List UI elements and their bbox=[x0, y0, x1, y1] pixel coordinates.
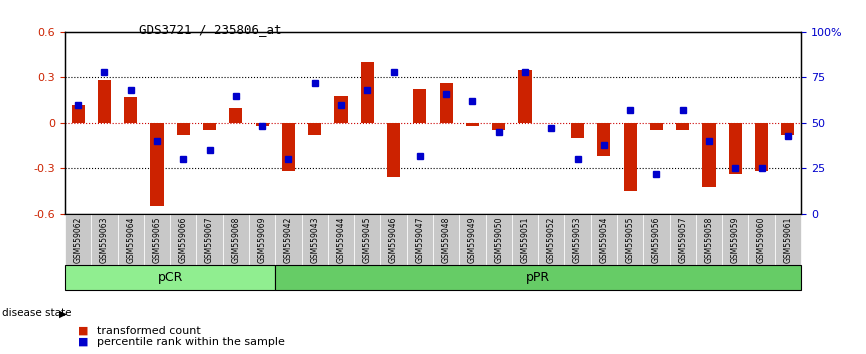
Text: GSM559062: GSM559062 bbox=[74, 216, 82, 263]
Bar bbox=[598, 123, 611, 156]
Text: GSM559063: GSM559063 bbox=[100, 216, 109, 263]
Bar bbox=[124, 97, 137, 123]
Bar bbox=[486, 214, 512, 265]
Bar bbox=[275, 265, 801, 290]
Bar bbox=[380, 214, 407, 265]
Bar bbox=[203, 123, 216, 130]
Bar bbox=[229, 108, 242, 123]
Text: GSM559050: GSM559050 bbox=[494, 216, 503, 263]
Bar bbox=[433, 214, 459, 265]
Bar bbox=[118, 214, 144, 265]
Text: GDS3721 / 235806_at: GDS3721 / 235806_at bbox=[139, 23, 281, 36]
Text: pPR: pPR bbox=[526, 271, 550, 284]
Text: GSM559056: GSM559056 bbox=[652, 216, 661, 263]
Text: pCR: pCR bbox=[158, 271, 183, 284]
Bar bbox=[617, 214, 643, 265]
Text: GSM559058: GSM559058 bbox=[705, 216, 714, 263]
Bar bbox=[255, 123, 268, 126]
Bar bbox=[729, 123, 742, 175]
Bar bbox=[459, 214, 486, 265]
Text: GSM559068: GSM559068 bbox=[231, 216, 241, 263]
Text: percentile rank within the sample: percentile rank within the sample bbox=[97, 337, 285, 347]
Text: GSM559044: GSM559044 bbox=[337, 216, 346, 263]
Text: GSM559055: GSM559055 bbox=[625, 216, 635, 263]
Bar bbox=[151, 123, 164, 206]
Bar bbox=[466, 123, 479, 126]
Text: GSM559069: GSM559069 bbox=[257, 216, 267, 263]
Text: GSM559049: GSM559049 bbox=[468, 216, 477, 263]
Bar bbox=[91, 214, 118, 265]
Bar bbox=[65, 265, 275, 290]
Bar bbox=[519, 70, 532, 123]
Bar bbox=[722, 214, 748, 265]
Text: ■: ■ bbox=[78, 337, 88, 347]
Bar bbox=[249, 214, 275, 265]
Bar bbox=[571, 123, 585, 138]
Text: transformed count: transformed count bbox=[97, 326, 201, 336]
Bar bbox=[177, 123, 190, 135]
Text: GSM559059: GSM559059 bbox=[731, 216, 740, 263]
Bar bbox=[591, 214, 617, 265]
Bar bbox=[65, 214, 91, 265]
Text: GSM559061: GSM559061 bbox=[784, 216, 792, 263]
Bar bbox=[676, 123, 689, 130]
Bar bbox=[643, 214, 669, 265]
Bar bbox=[334, 96, 347, 123]
Text: ▶: ▶ bbox=[59, 308, 67, 318]
Bar bbox=[565, 214, 591, 265]
Text: GSM559053: GSM559053 bbox=[573, 216, 582, 263]
Bar bbox=[197, 214, 223, 265]
Bar bbox=[775, 214, 801, 265]
Bar bbox=[361, 62, 374, 123]
Text: GSM559051: GSM559051 bbox=[520, 216, 529, 263]
Text: GSM559064: GSM559064 bbox=[126, 216, 135, 263]
Text: GSM559047: GSM559047 bbox=[416, 216, 424, 263]
Text: GSM559043: GSM559043 bbox=[310, 216, 320, 263]
Text: GSM559065: GSM559065 bbox=[152, 216, 161, 263]
Text: GSM559054: GSM559054 bbox=[599, 216, 609, 263]
Text: ■: ■ bbox=[78, 326, 88, 336]
Text: disease state: disease state bbox=[2, 308, 71, 318]
Text: GSM559067: GSM559067 bbox=[205, 216, 214, 263]
Bar bbox=[781, 123, 794, 135]
Bar bbox=[170, 214, 197, 265]
Bar bbox=[407, 214, 433, 265]
Bar bbox=[748, 214, 775, 265]
Bar bbox=[354, 214, 380, 265]
Text: GSM559057: GSM559057 bbox=[678, 216, 688, 263]
Bar bbox=[144, 214, 170, 265]
Bar bbox=[440, 84, 453, 123]
Text: GSM559066: GSM559066 bbox=[178, 216, 188, 263]
Bar bbox=[492, 123, 505, 130]
Bar bbox=[387, 123, 400, 177]
Bar bbox=[755, 123, 768, 171]
Bar bbox=[223, 214, 249, 265]
Bar bbox=[538, 214, 565, 265]
Bar bbox=[624, 123, 637, 191]
Bar bbox=[72, 105, 85, 123]
Bar bbox=[702, 123, 715, 187]
Bar bbox=[650, 123, 663, 130]
Bar bbox=[301, 214, 328, 265]
Text: GSM559042: GSM559042 bbox=[284, 216, 293, 263]
Bar bbox=[669, 214, 696, 265]
Bar bbox=[413, 90, 426, 123]
Bar bbox=[696, 214, 722, 265]
Text: GSM559060: GSM559060 bbox=[757, 216, 766, 263]
Text: GSM559048: GSM559048 bbox=[442, 216, 450, 263]
Bar bbox=[308, 123, 321, 135]
Bar bbox=[275, 214, 301, 265]
Text: GSM559046: GSM559046 bbox=[389, 216, 398, 263]
Bar bbox=[512, 214, 538, 265]
Text: GSM559045: GSM559045 bbox=[363, 216, 372, 263]
Text: GSM559052: GSM559052 bbox=[546, 216, 556, 263]
Bar bbox=[98, 80, 111, 123]
Bar bbox=[328, 214, 354, 265]
Bar bbox=[281, 123, 295, 171]
